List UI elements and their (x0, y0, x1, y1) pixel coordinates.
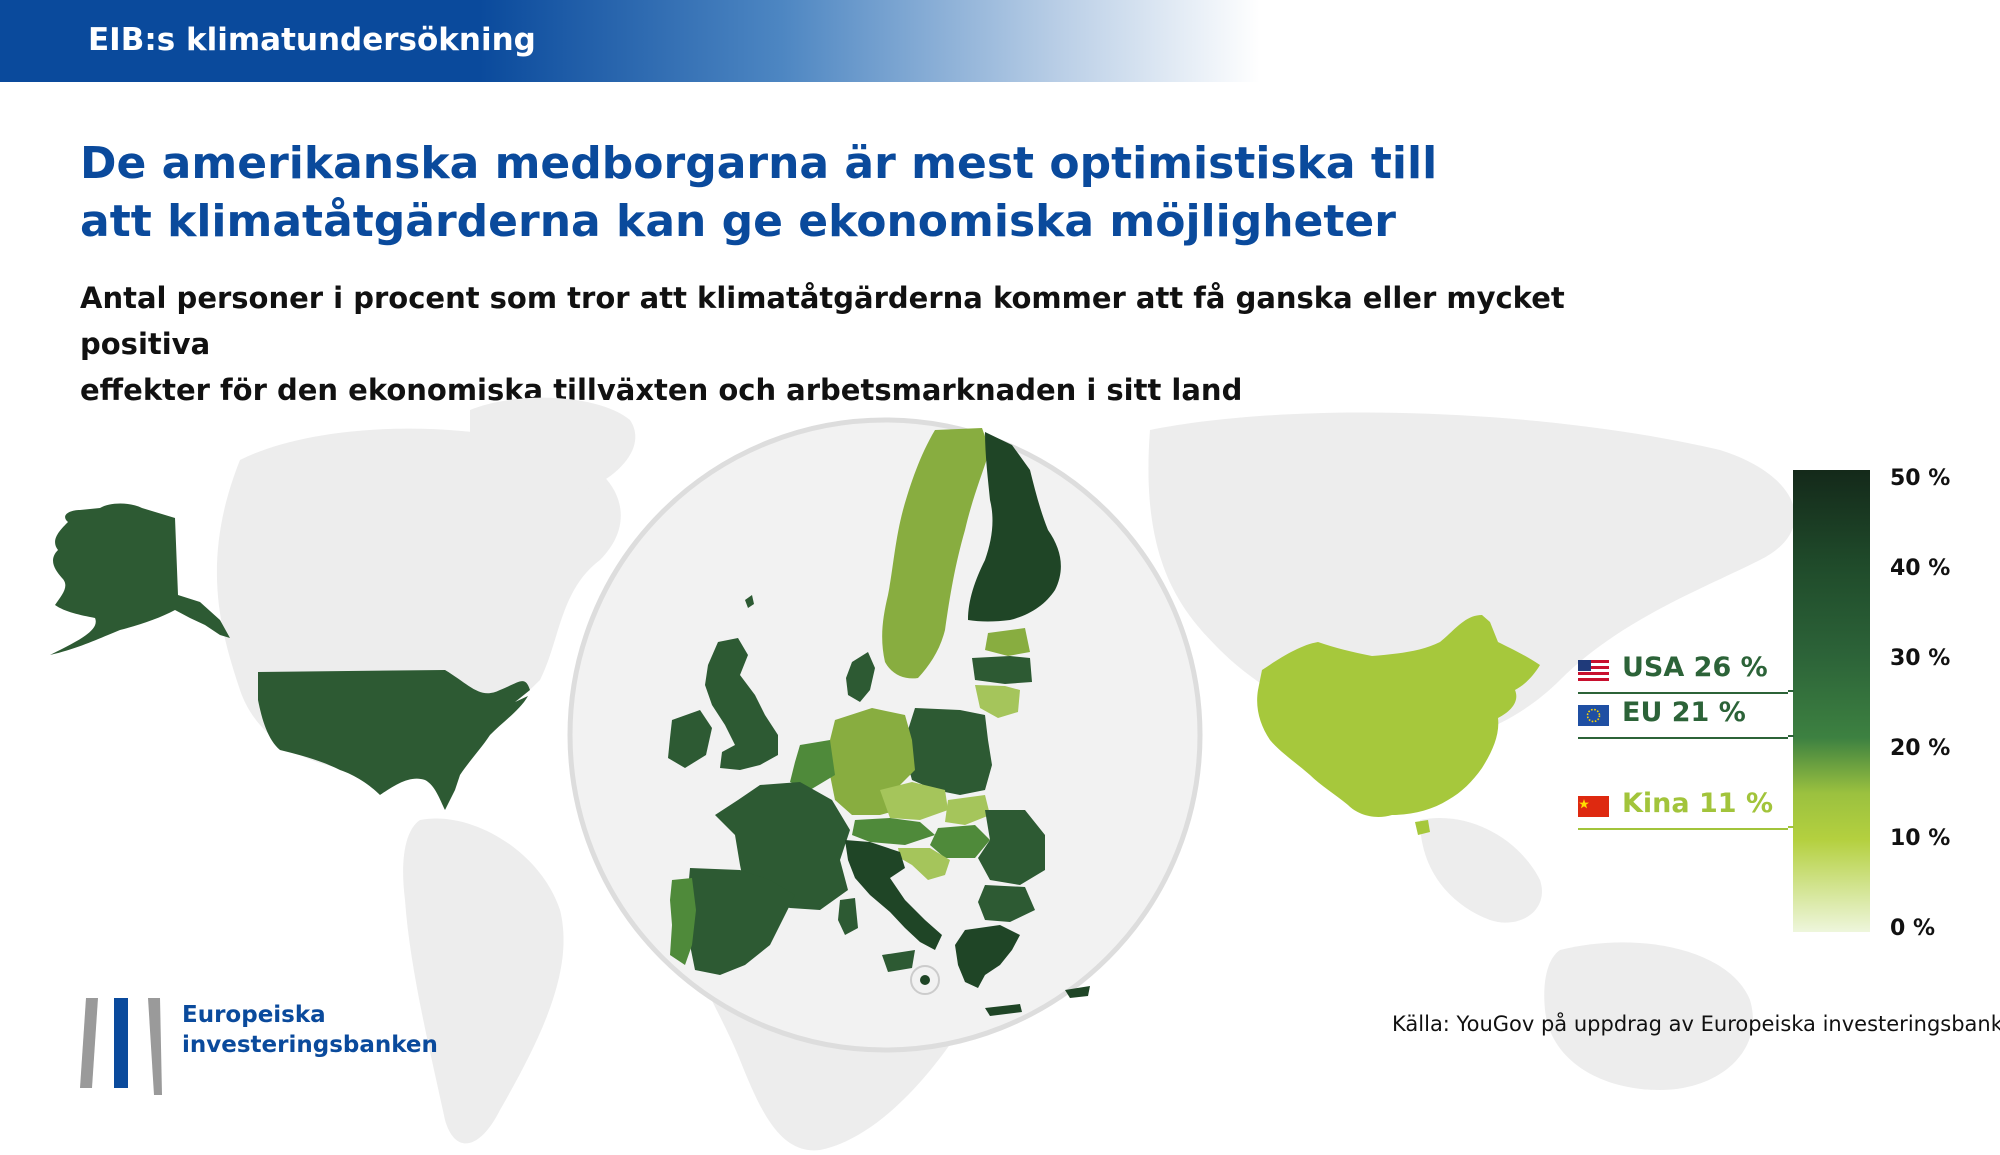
scale-tick-30: 30 % (1890, 646, 1951, 671)
sardinia (838, 898, 858, 935)
legend-usa-connector (1788, 690, 1794, 692)
latvia (972, 656, 1032, 684)
sicily (882, 950, 915, 972)
finland (968, 432, 1061, 622)
eib-logo-text: Europeiska investeringsbanken (182, 1000, 438, 1060)
austria (852, 818, 935, 845)
usa-region (50, 503, 530, 810)
romania (978, 810, 1045, 885)
legend-china-label: Kina 11 % (1622, 788, 1774, 819)
land-southeast-asia-bg (1420, 818, 1542, 923)
croatia-slovenia (898, 848, 950, 880)
eib-logo-icon (80, 998, 162, 1095)
banner-title: EIB:s klimatundersökning (88, 22, 536, 58)
alaska (50, 503, 230, 655)
czechia (880, 782, 948, 820)
bulgaria (978, 885, 1035, 922)
headline: De amerikanska medborgarna är mest optim… (80, 135, 1480, 251)
portugal (670, 878, 696, 965)
header-banner: EIB:s klimatundersökning (0, 0, 1260, 82)
legend-usa-label: USA 26 % (1622, 652, 1768, 683)
legend-usa: USA 26 % (1578, 652, 1788, 694)
iceland-mark (745, 595, 754, 608)
europe-region (668, 428, 1090, 1016)
slovakia (945, 795, 990, 825)
scale-tick-20: 20 % (1890, 736, 1951, 761)
spain (685, 868, 795, 975)
us-flag-icon (1578, 660, 1609, 681)
cyprus (1065, 986, 1090, 998)
scale-tick-10: 10 % (1890, 826, 1951, 851)
land-south-america-bg (403, 818, 564, 1144)
headline-line-2: att klimatåtgärderna kan ge ekonomiska m… (80, 196, 1396, 247)
subtitle: Antal personer i procent som tror att kl… (80, 275, 1580, 413)
land-australia-bg (1544, 942, 1753, 1090)
hungary (930, 825, 990, 858)
netherlands-belgium (790, 740, 835, 790)
usa-mainland (258, 670, 530, 810)
legend-china: Kina 11 % (1578, 788, 1788, 830)
scale-tick-0: 0 % (1890, 916, 1936, 941)
greece (955, 925, 1020, 988)
scale-tick-40: 40 % (1890, 556, 1951, 581)
subtitle-line-1: Antal personer i procent som tror att kl… (80, 281, 1565, 361)
headline-line-1: De amerikanska medborgarna är mest optim… (80, 138, 1438, 189)
china-flag-icon (1578, 796, 1609, 817)
source-note: Källa: YouGov på uppdrag av Europeiska i… (1392, 1012, 2000, 1036)
great-britain (705, 638, 778, 770)
crete (985, 1004, 1022, 1016)
lithuania (975, 685, 1020, 718)
hainan (1415, 820, 1430, 835)
ireland (668, 710, 712, 768)
legend-china-connector (1788, 826, 1794, 828)
china-region (1257, 615, 1540, 817)
legend-eu: EU 21 % (1578, 697, 1788, 739)
subtitle-line-2: effekter för den ekonomiska tillväxten o… (80, 373, 1243, 407)
malta (920, 975, 930, 985)
eu-flag-icon (1578, 705, 1609, 726)
color-scale-bar (1793, 470, 1870, 932)
land-greenland-bg (470, 397, 636, 496)
logo-line-1: Europeiska (182, 1002, 326, 1028)
estonia (985, 628, 1030, 656)
world-map (50, 397, 1795, 1151)
malta-marker (910, 965, 940, 995)
italy (845, 840, 942, 950)
sweden (882, 428, 990, 679)
poland (905, 708, 992, 795)
legend-eu-label: EU 21 % (1622, 697, 1746, 728)
denmark (846, 652, 875, 702)
logo-line-2: investeringsbanken (182, 1032, 438, 1058)
legend-eu-connector (1788, 735, 1794, 737)
scale-tick-50: 50 % (1890, 466, 1951, 491)
